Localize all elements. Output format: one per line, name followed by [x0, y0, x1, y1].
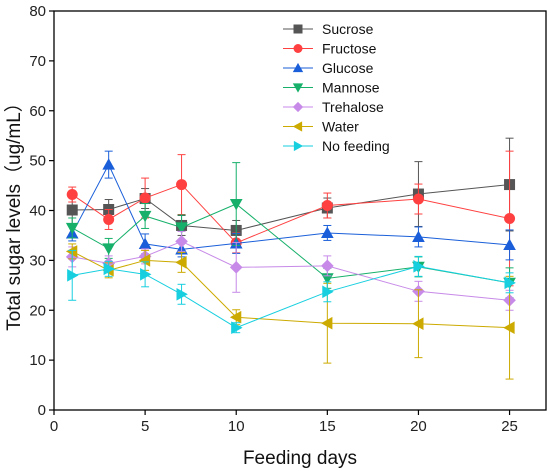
data-point — [412, 193, 424, 205]
y-tick-label: 70 — [29, 53, 46, 70]
series-mannose — [65, 162, 516, 299]
data-point — [176, 179, 188, 191]
legend-label: Sucrose — [322, 21, 374, 37]
legend-item: Water — [283, 119, 359, 135]
data-point — [412, 230, 425, 242]
data-point — [413, 260, 425, 273]
data-point — [138, 237, 152, 249]
data-point — [231, 321, 243, 335]
legend-label: Glucose — [322, 60, 374, 76]
data-point — [229, 310, 242, 324]
legend-item: Trehalose — [283, 99, 384, 115]
series-fructose — [66, 150, 516, 287]
legend-marker — [292, 83, 304, 93]
data-point — [321, 259, 334, 273]
x-tick-label: 15 — [319, 418, 336, 435]
legend-item: Sucrose — [283, 21, 374, 37]
data-point — [103, 213, 115, 225]
legend-item: Glucose — [283, 60, 374, 76]
data-point — [322, 285, 334, 299]
series-no-feeding — [67, 249, 516, 335]
data-point — [67, 269, 79, 282]
series-line — [71, 183, 510, 244]
data-point — [66, 189, 78, 201]
legend-label: Mannose — [322, 80, 380, 96]
data-point — [504, 276, 516, 290]
legend-marker — [293, 140, 304, 152]
x-tick-label: 10 — [228, 418, 245, 435]
data-point — [504, 212, 516, 224]
data-point — [503, 238, 516, 250]
x-tick-label: 20 — [410, 418, 427, 435]
y-tick-label: 60 — [29, 103, 46, 120]
data-point — [103, 262, 115, 276]
y-tick-label: 80 — [29, 3, 46, 20]
series-water — [65, 243, 515, 380]
data-point — [412, 317, 424, 331]
x-axis-title: Feeding days — [243, 448, 357, 469]
series-line — [72, 265, 510, 329]
legend-marker — [292, 62, 304, 73]
data-point — [65, 245, 78, 258]
series-layer — [65, 137, 516, 380]
data-point — [321, 316, 333, 330]
data-point — [66, 204, 78, 216]
series-line — [72, 184, 510, 231]
axis-ticks: 0 5 10 15 20 25 0 10 20 30 40 50 60 70 80 — [29, 3, 518, 435]
data-point — [175, 222, 188, 234]
series-trehalose — [65, 230, 516, 311]
y-tick-label: 30 — [29, 252, 46, 269]
data-point — [503, 321, 515, 335]
series-sucrose — [66, 137, 516, 241]
data-point — [229, 198, 243, 211]
data-point — [138, 210, 152, 223]
series-line — [71, 250, 510, 329]
legend-label: No feeding — [322, 138, 390, 154]
data-point — [102, 158, 115, 170]
y-tick-label: 50 — [29, 153, 46, 170]
legend-item: Mannose — [283, 80, 380, 96]
data-point — [321, 226, 334, 239]
data-point — [229, 261, 243, 274]
data-point — [138, 254, 151, 267]
x-tick-label: 5 — [141, 418, 149, 435]
data-point — [102, 243, 115, 255]
legend-label: Fructose — [322, 41, 377, 57]
y-tick-label: 40 — [29, 203, 46, 220]
data-point — [139, 192, 151, 204]
data-point — [175, 235, 188, 248]
data-point — [321, 200, 333, 212]
legend-item: No feeding — [283, 138, 390, 154]
legend-marker — [293, 44, 303, 53]
series-line — [71, 163, 510, 250]
y-axis-title: Total sugar levels（ug/mL） — [3, 93, 25, 331]
data-point — [65, 222, 79, 235]
series-glucose — [65, 150, 516, 261]
data-point — [140, 268, 152, 281]
legend-label: Water — [322, 119, 359, 135]
legend-label: Trehalose — [322, 99, 384, 115]
y-tick-label: 10 — [29, 352, 46, 369]
legend: Sucrose Fructose Glucose Mannose Trehalose Wa… — [283, 21, 390, 154]
y-tick-label: 20 — [29, 302, 46, 319]
legend-marker — [292, 121, 303, 132]
data-point — [175, 256, 187, 269]
data-point — [176, 287, 188, 301]
series-line — [71, 203, 510, 284]
x-tick-label: 0 — [50, 418, 58, 435]
y-tick-label: 0 — [38, 402, 46, 419]
series-line — [72, 240, 510, 301]
legend-marker — [293, 24, 303, 34]
x-tick-label: 25 — [501, 418, 518, 435]
legend-marker — [292, 101, 304, 113]
legend-item: Fructose — [283, 41, 377, 57]
